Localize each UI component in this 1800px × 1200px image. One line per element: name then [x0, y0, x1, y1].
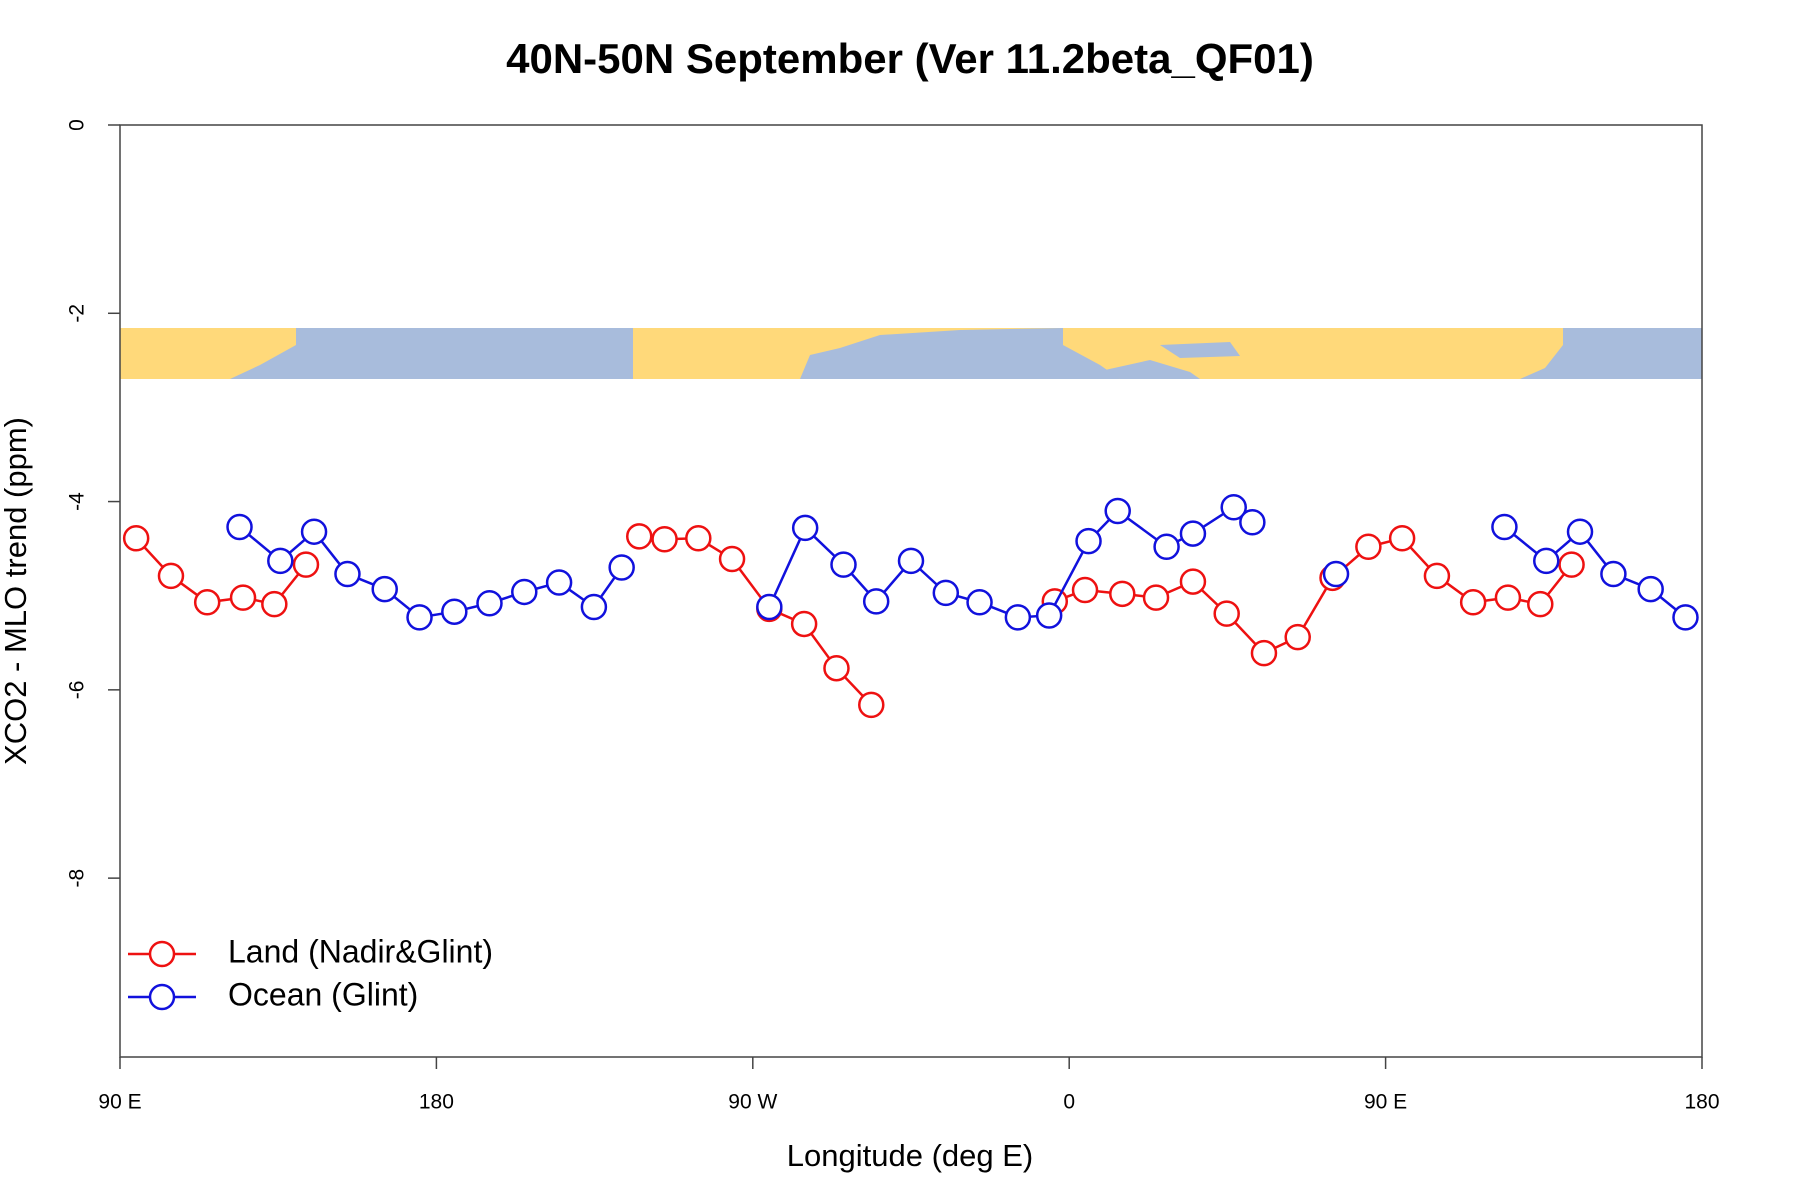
point: [1004, 604, 1032, 631]
point: [608, 554, 635, 581]
point: [1035, 602, 1063, 629]
point: [1388, 525, 1416, 552]
point: [858, 691, 885, 719]
ocean-med: [1105, 360, 1200, 379]
y-tick-label: 0: [66, 119, 89, 131]
point: [791, 514, 819, 542]
point: [157, 562, 185, 590]
point: [625, 523, 653, 550]
point: [1220, 493, 1247, 521]
point: [1459, 589, 1487, 616]
point: [300, 518, 328, 545]
y-tick-label: -6: [66, 681, 89, 700]
point: [790, 610, 818, 638]
x-tick-label: 0: [1063, 1091, 1075, 1114]
point: [1637, 575, 1664, 603]
point: [580, 593, 608, 621]
x-tick-label: 90 W: [728, 1091, 777, 1114]
point: [193, 589, 221, 616]
point: [1566, 518, 1594, 545]
ocean-atlantic: [800, 328, 1120, 379]
point: [292, 551, 320, 578]
point: [1491, 513, 1518, 541]
x-tick-label: 180: [419, 1091, 454, 1114]
point: [511, 578, 538, 606]
point: [1153, 533, 1180, 561]
point: [1527, 590, 1554, 618]
y-tick-label: -2: [66, 304, 89, 323]
point: [830, 551, 857, 578]
point: [267, 547, 294, 575]
point: [823, 654, 850, 682]
ocean-pacific: [230, 328, 633, 379]
point: [229, 584, 257, 611]
chart-title: 40N-50N September (Ver 11.2beta_QF01): [506, 35, 1314, 82]
legend-marker: [148, 940, 176, 968]
x-tick-label: 180: [1684, 1091, 1719, 1114]
point: [1355, 533, 1382, 561]
point: [261, 590, 288, 618]
point: [1423, 562, 1451, 590]
point: [334, 560, 361, 588]
x-tick-label: 90 E: [98, 1091, 141, 1114]
point: [1213, 600, 1240, 627]
point: [1672, 604, 1699, 631]
point: [932, 579, 960, 607]
point: [406, 604, 433, 631]
y-tick-label: -8: [66, 869, 89, 888]
point: [685, 525, 712, 552]
point: [1179, 520, 1207, 547]
point: [651, 525, 678, 553]
point: [897, 547, 925, 575]
point: [756, 593, 783, 621]
point: [122, 525, 150, 552]
y-axis-title: XCO2 - MLO trend (ppm): [0, 417, 33, 765]
point: [1239, 509, 1266, 536]
point: [862, 588, 890, 615]
plot-frame: [119, 124, 1703, 1058]
point: [1284, 623, 1311, 651]
point: [1109, 580, 1136, 608]
point: [1142, 584, 1170, 611]
point: [1250, 639, 1278, 667]
point: [476, 589, 503, 617]
point: [1533, 547, 1560, 575]
point: [1104, 497, 1131, 525]
x-axis-title: Longitude (deg E): [787, 1138, 1033, 1173]
legend-label: Land (Nadir&Glint): [228, 933, 493, 969]
point: [1075, 527, 1102, 555]
point: [371, 575, 398, 603]
point: [1494, 584, 1522, 611]
point: [1600, 560, 1627, 588]
point: [226, 513, 253, 541]
point: [966, 589, 993, 616]
point: [545, 569, 573, 596]
x-tick-label: 90 E: [1364, 1091, 1407, 1114]
point: [1071, 576, 1099, 604]
point: [718, 545, 746, 573]
ocean-black-sea: [1160, 342, 1240, 358]
point: [1322, 560, 1350, 588]
map-band: [120, 328, 1702, 379]
point: [1179, 568, 1207, 595]
point: [1558, 551, 1585, 578]
point: [441, 598, 468, 625]
legend-marker: [148, 983, 176, 1011]
ocean-pacific-east: [1520, 328, 1702, 379]
legend-label: Ocean (Glint): [228, 976, 418, 1012]
y-tick-label: -4: [66, 492, 89, 511]
